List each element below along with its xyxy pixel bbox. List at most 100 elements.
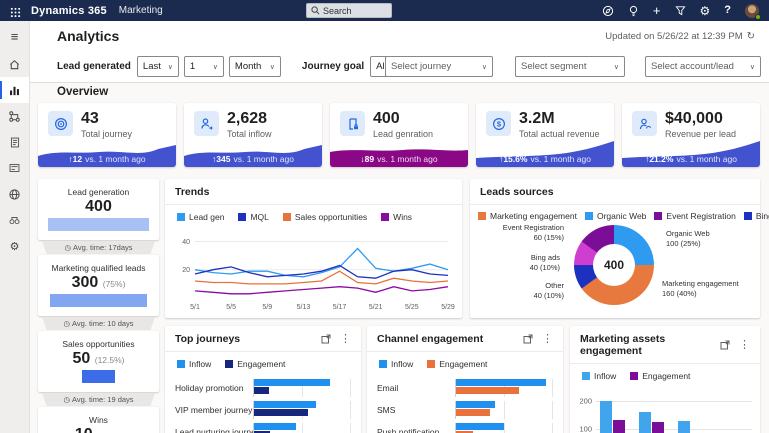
form-document-icon xyxy=(10,137,19,147)
y-axis-tick-label: 100 xyxy=(579,424,592,433)
bar-category-label: Email xyxy=(377,383,399,393)
bar-group xyxy=(253,423,351,433)
stage-bar xyxy=(47,218,150,232)
kpi-delta-text: ↑15.6% vs. 1 month ago xyxy=(499,154,591,164)
avg-time-chip: ◷ Avg. time: 17days xyxy=(42,241,155,254)
expand-icon[interactable] xyxy=(720,340,730,350)
presence-available-dot xyxy=(755,13,761,20)
left-nav-sidebar: ≡ ⚙ xyxy=(0,21,30,433)
legend-swatch xyxy=(238,213,247,221)
kpi-label: Total journey xyxy=(81,128,133,139)
card-title: Top journeys xyxy=(175,333,241,345)
kpi-delta-text: ↑345 vs. 1 month ago xyxy=(212,154,294,164)
trends-card: Trends Lead gen MQL Sales opportunities Win… xyxy=(165,179,462,318)
card-title: Channel engagement xyxy=(377,333,484,345)
refresh-icon[interactable]: ↻ xyxy=(746,30,755,42)
search-input[interactable]: Search xyxy=(306,3,392,18)
help-icon[interactable]: ? xyxy=(724,4,731,16)
bar-category-label: Holiday promotion xyxy=(175,383,244,393)
select-journey-dropdown[interactable]: Select journey ∨ xyxy=(385,56,493,77)
legend-swatch xyxy=(177,213,185,221)
svg-text:$: $ xyxy=(496,119,501,128)
bar-row: Email xyxy=(377,377,553,399)
donut-total: 400 xyxy=(603,258,625,272)
bar-category-label: Lead nurturing journey xyxy=(175,427,253,433)
stage-value: 10 xyxy=(75,426,93,433)
stage-title: Wins xyxy=(89,415,108,425)
legend-item: Inflow xyxy=(177,359,211,369)
legend-item: Engagement xyxy=(630,371,690,381)
column-group xyxy=(717,401,742,433)
sidebar-item-segments[interactable] xyxy=(0,181,29,207)
stage-title: Marketing qualified leads xyxy=(51,263,146,273)
funnel-stage-lead-generation: Lead generation 400 xyxy=(38,179,159,240)
legend-item: Bing Ads xyxy=(743,211,769,221)
expand-icon[interactable] xyxy=(523,334,533,344)
legend-item: Wins xyxy=(381,212,412,222)
donut-chart-zone: 400 Event Registration 60 (15%) Organic W… xyxy=(470,223,760,309)
legend-swatch xyxy=(630,372,639,380)
legend-item: Inflow xyxy=(379,359,413,369)
more-options-icon[interactable]: ⋮ xyxy=(542,332,553,345)
more-options-icon[interactable]: ⋮ xyxy=(739,338,750,351)
sidebar-item-forms[interactable] xyxy=(0,129,29,155)
sidebar-item-email[interactable] xyxy=(0,155,29,181)
select-account-lead-dropdown[interactable]: Select account/lead ∨ xyxy=(645,56,761,77)
kpi-delta-text: ↑21.2% vs. 1 month ago xyxy=(645,154,737,164)
line-series-wins xyxy=(194,286,449,295)
trends-line-chart: 20 40 5/1 5/5 5/9 5/13 5/17 5/21 5/25 5/29 xyxy=(182,239,455,311)
channel-engagement-bar-chart: Email SMS Push notification xyxy=(367,373,563,433)
settings-gear-icon[interactable]: ⚙ xyxy=(699,3,711,18)
column-engagement xyxy=(652,422,664,433)
expand-icon[interactable] xyxy=(321,334,331,344)
email-card-icon xyxy=(9,164,20,172)
waffle-app-launcher-icon[interactable] xyxy=(10,5,21,18)
lightbulb-icon[interactable] xyxy=(628,5,639,17)
column-inflow xyxy=(639,412,651,433)
select-segment-dropdown[interactable]: Select segment ∨ xyxy=(515,56,625,77)
top-journeys-card: Top journeys ⋮ Inflow Engagement Holiday … xyxy=(165,326,361,433)
bar-engagement xyxy=(456,387,520,394)
search-icon xyxy=(311,6,320,15)
sidebar-item-journeys[interactable] xyxy=(0,103,29,129)
legend-item: Engagement xyxy=(427,359,487,369)
bar-row: Lead nurturing journey xyxy=(175,421,351,433)
legend-item: Event Registration xyxy=(654,211,736,221)
compass-icon[interactable] xyxy=(602,5,614,17)
last-dropdown[interactable]: Last ∨ xyxy=(136,56,179,77)
period-dropdown[interactable]: Month ∨ xyxy=(228,56,281,77)
avg-time-chip: ◷ Avg. time: 19 days xyxy=(42,393,155,406)
svg-text:5/1: 5/1 xyxy=(190,304,200,311)
user-avatar[interactable] xyxy=(745,3,761,20)
stage-value: 400 xyxy=(85,198,112,215)
product-name[interactable]: Dynamics 365 xyxy=(31,4,107,17)
line-series-lead-gen xyxy=(194,247,449,278)
stage-percent: (75%) xyxy=(102,279,126,289)
legend-swatch xyxy=(654,212,663,220)
bar-group xyxy=(455,379,553,397)
more-options-icon[interactable]: ⋮ xyxy=(340,332,351,345)
sidebar-item-audience[interactable] xyxy=(0,207,29,233)
count-dropdown[interactable]: 1 ∨ xyxy=(183,56,224,77)
column-group xyxy=(600,401,625,433)
top-app-bar: Dynamics 365 Marketing Search + ⚙ ? xyxy=(0,0,769,21)
app-area-name[interactable]: Marketing xyxy=(118,5,163,16)
hamburger-menu-icon[interactable]: ≡ xyxy=(10,28,19,44)
funnel-stage-mql: Marketing qualified leads 300 (75%) xyxy=(38,255,159,316)
gridline: 100 xyxy=(579,424,752,433)
bar-inflow xyxy=(254,379,330,386)
sidebar-item-home[interactable] xyxy=(0,51,29,77)
add-icon[interactable]: + xyxy=(652,3,661,18)
journey-goal-label: Journey goal xyxy=(301,61,365,72)
column-inflow xyxy=(678,420,690,433)
filter-icon[interactable] xyxy=(674,5,686,16)
sidebar-item-analytics[interactable] xyxy=(0,77,29,103)
kpi-value: 400 xyxy=(373,110,400,127)
donut-label-other: Other 40 (10%) xyxy=(533,281,564,300)
analytics-chart-icon xyxy=(10,86,19,95)
stage-bar xyxy=(50,294,147,308)
sidebar-settings-gear-icon[interactable]: ⚙ xyxy=(9,240,20,253)
kpi-value: $40,000 xyxy=(665,110,723,127)
dashboard-content: Overview 43 Total journey ↑12 vs. 1 month … xyxy=(30,83,769,433)
stage-title: Sales opportunities xyxy=(62,339,135,349)
